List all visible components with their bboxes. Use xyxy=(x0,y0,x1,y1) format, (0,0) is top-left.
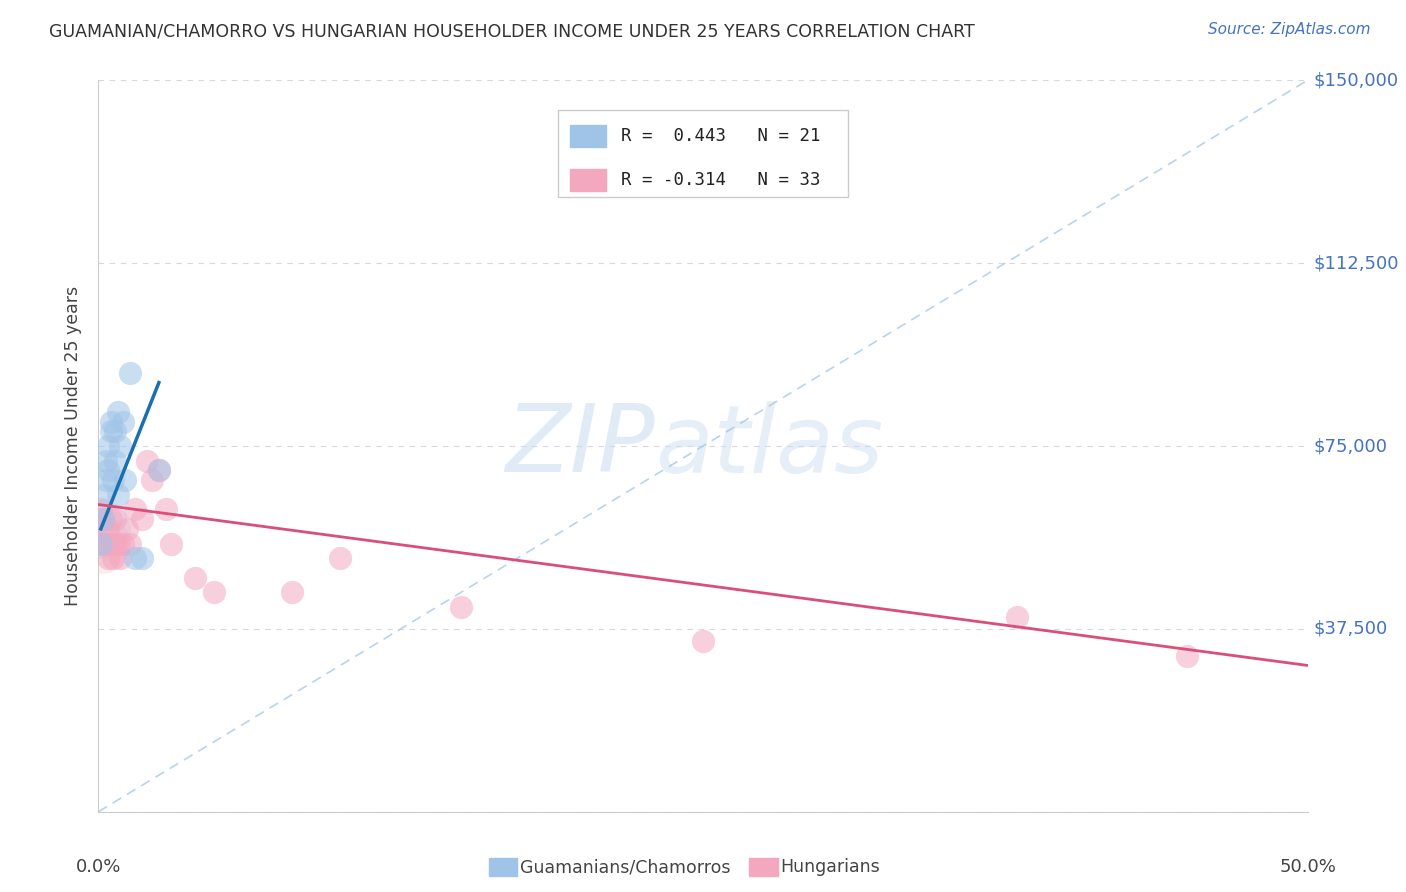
Text: Source: ZipAtlas.com: Source: ZipAtlas.com xyxy=(1208,22,1371,37)
Point xyxy=(91,536,114,550)
Point xyxy=(94,536,117,550)
Text: R = -0.314   N = 33: R = -0.314 N = 33 xyxy=(621,170,820,189)
Point xyxy=(155,502,177,516)
Point xyxy=(101,536,124,550)
Point xyxy=(90,536,112,550)
Point xyxy=(104,512,127,526)
Point xyxy=(111,536,134,550)
Point xyxy=(91,512,114,526)
Text: Guamanians/Chamorros: Guamanians/Chamorros xyxy=(520,858,731,876)
Point xyxy=(141,473,163,487)
Point xyxy=(90,502,112,516)
Point xyxy=(692,634,714,648)
Point xyxy=(91,512,114,526)
Text: $37,500: $37,500 xyxy=(1313,620,1388,638)
Bar xyxy=(569,125,606,147)
Point xyxy=(104,536,127,550)
Point xyxy=(90,536,112,550)
Point xyxy=(94,473,117,487)
Text: Hungarians: Hungarians xyxy=(780,858,880,876)
Point xyxy=(97,463,120,477)
Point xyxy=(107,405,129,419)
Point xyxy=(204,585,226,599)
FancyBboxPatch shape xyxy=(558,110,848,197)
Point xyxy=(117,522,139,536)
Text: GUAMANIAN/CHAMORRO VS HUNGARIAN HOUSEHOLDER INCOME UNDER 25 YEARS CORRELATION CH: GUAMANIAN/CHAMORRO VS HUNGARIAN HOUSEHOL… xyxy=(49,22,974,40)
Point xyxy=(100,425,122,439)
Point xyxy=(104,453,127,467)
Point xyxy=(94,522,117,536)
Text: $150,000: $150,000 xyxy=(1313,71,1399,89)
Point xyxy=(90,522,112,536)
Y-axis label: Householder Income Under 25 years: Householder Income Under 25 years xyxy=(65,286,83,606)
Point xyxy=(135,453,157,467)
Point xyxy=(184,571,207,585)
Point xyxy=(160,536,183,550)
Text: $112,500: $112,500 xyxy=(1313,254,1399,272)
Point xyxy=(329,551,352,566)
Point xyxy=(114,473,136,487)
Point xyxy=(94,453,117,467)
Point xyxy=(108,439,131,453)
Point xyxy=(100,512,122,526)
Text: ZIP: ZIP xyxy=(505,401,655,491)
Bar xyxy=(569,169,606,191)
Point xyxy=(97,439,120,453)
Point xyxy=(108,551,131,566)
Point xyxy=(107,536,129,550)
Text: 50.0%: 50.0% xyxy=(1279,858,1336,876)
Point xyxy=(101,473,124,487)
Point xyxy=(97,551,120,566)
Text: R =  0.443   N = 21: R = 0.443 N = 21 xyxy=(621,127,820,145)
Point xyxy=(100,415,122,429)
Point xyxy=(107,488,129,502)
Text: 0.0%: 0.0% xyxy=(76,858,121,876)
Point xyxy=(281,585,304,599)
Point xyxy=(97,522,120,536)
Point xyxy=(104,425,127,439)
Point xyxy=(1007,609,1029,624)
Text: atlas: atlas xyxy=(655,401,883,491)
Point xyxy=(131,512,153,526)
Point xyxy=(111,415,134,429)
Point xyxy=(450,599,472,614)
Point xyxy=(148,463,170,477)
Point xyxy=(124,502,146,516)
Point xyxy=(131,551,153,566)
Point xyxy=(118,366,141,380)
Point xyxy=(148,463,170,477)
Point xyxy=(91,488,114,502)
Point xyxy=(118,536,141,550)
Text: $75,000: $75,000 xyxy=(1313,437,1388,455)
Point xyxy=(124,551,146,566)
Point xyxy=(1175,648,1198,663)
Point xyxy=(101,551,124,566)
Point xyxy=(100,536,122,550)
